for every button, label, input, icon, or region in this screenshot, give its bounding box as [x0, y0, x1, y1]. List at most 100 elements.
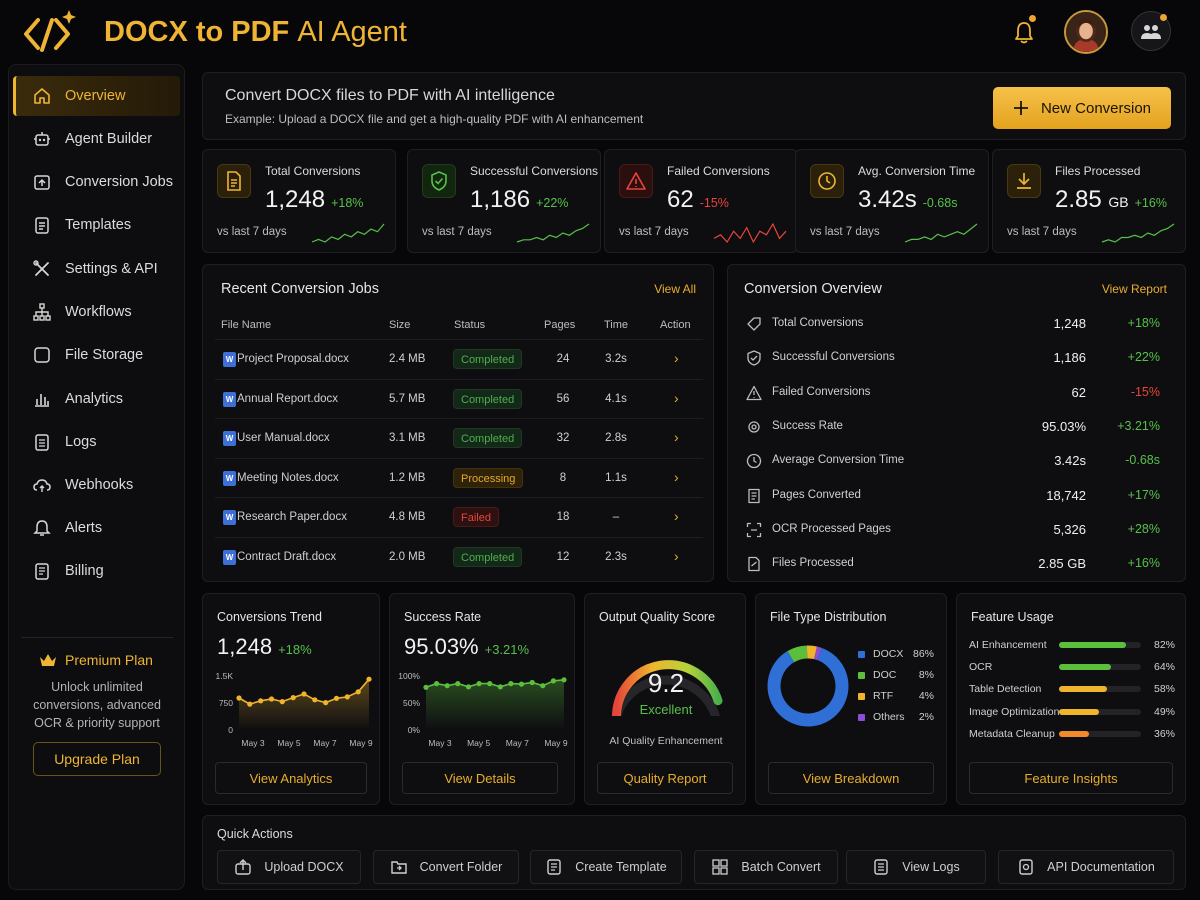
user-avatar[interactable]: [1064, 10, 1108, 54]
feature-bar-track: [1059, 664, 1141, 671]
folder-icon: [390, 858, 408, 876]
view-breakdown-button[interactable]: View Breakdown: [768, 762, 934, 794]
stat-sparkline: [1101, 223, 1175, 243]
team-users-icon[interactable]: [1131, 11, 1171, 51]
feature-percent: 36%: [1153, 727, 1175, 740]
view-logs-button[interactable]: View Logs: [846, 850, 986, 884]
sidebar-item-overview[interactable]: Overview: [13, 76, 180, 116]
data-point: [434, 681, 440, 687]
data-point: [487, 681, 493, 687]
sidebar-item-webhooks[interactable]: Webhooks: [13, 465, 180, 505]
view-details-button[interactable]: View Details: [402, 762, 558, 794]
feature-bar-track: [1059, 686, 1141, 693]
table-row[interactable]: W Contract Draft.docx 2.0 MB Completed 12 2.3…: [215, 536, 703, 576]
overview-change: +18%: [1127, 316, 1160, 330]
overview-change: +17%: [1127, 487, 1160, 502]
y-tick-label: 750: [219, 698, 233, 708]
ocr-scan-icon: [746, 522, 762, 537]
document-icon: [217, 164, 251, 198]
sidebar-item-logs[interactable]: Logs: [13, 422, 180, 462]
status-badge: Completed: [453, 428, 523, 448]
sidebar-item-templates[interactable]: Templates: [13, 205, 180, 245]
file-icon: [748, 556, 760, 572]
upgrade-plan-button[interactable]: Upgrade Plan: [33, 742, 161, 776]
legend-swatch: [858, 651, 865, 658]
page-count: 8: [559, 471, 567, 484]
notifications-bell-icon[interactable]: [1004, 12, 1044, 52]
y-tick-label: 0%: [408, 725, 421, 735]
legend-swatch: [858, 672, 865, 679]
trend-value: 1,248 +18%: [217, 634, 312, 660]
download-icon: [1007, 164, 1041, 198]
chevron-right-icon[interactable]: ›: [674, 429, 679, 445]
new-conversion-button[interactable]: New Conversion: [993, 87, 1171, 129]
sidebar-item-file-storage[interactable]: File Storage: [13, 335, 180, 375]
feature-insights-button[interactable]: Feature Insights: [969, 762, 1173, 794]
sidebar: Overview Agent Builder Conversion Jobs T…: [8, 64, 185, 890]
upload-docx-button[interactable]: Upload DOCX: [217, 850, 361, 884]
feature-usage-row: Metadata Cleanup 36%: [969, 727, 1175, 743]
data-point: [497, 684, 503, 690]
feature-usage-row: OCR 64%: [969, 660, 1175, 676]
premium-plan-description: Unlock unlimited conversions, advanced O…: [21, 678, 173, 732]
sidebar-item-label: Logs: [65, 434, 97, 450]
notification-dot: [1029, 15, 1036, 22]
data-point: [508, 681, 514, 687]
stat-subtext: vs last 7 days: [1007, 226, 1077, 238]
word-file-icon: W: [223, 352, 236, 367]
sidebar-item-agent-builder[interactable]: Agent Builder: [13, 119, 180, 159]
code-logo-icon: [22, 8, 78, 56]
create-template-button[interactable]: Create Template: [530, 850, 682, 884]
overview-row: Pages Converted 18,742 +17%: [740, 479, 1174, 513]
banner-title: Convert DOCX files to PDF with AI intell…: [225, 87, 555, 104]
overview-label: Files Processed: [772, 557, 854, 570]
quality-report-button[interactable]: Quality Report: [597, 762, 733, 794]
billing-icon: [31, 560, 53, 582]
legend-label: DOC: [873, 669, 897, 681]
table-row[interactable]: W Meeting Notes.docx 1.2 MB Processing 8 1.1s…: [215, 457, 703, 497]
sidebar-item-settings-api[interactable]: Settings & API: [13, 249, 180, 289]
chevron-right-icon[interactable]: ›: [674, 389, 679, 406]
data-point: [455, 681, 461, 687]
view-analytics-button[interactable]: View Analytics: [215, 762, 367, 794]
table-row[interactable]: W User Manual.docx 3.1 MB Completed 32 2.8s ›: [215, 418, 703, 457]
sidebar-item-alerts[interactable]: Alerts: [13, 508, 180, 548]
overview-label: Pages Converted: [772, 488, 861, 501]
data-point: [333, 695, 340, 701]
crown-icon: [39, 653, 57, 667]
template-icon: [545, 858, 563, 876]
batch-convert-button[interactable]: Batch Convert: [694, 850, 838, 884]
data-point: [518, 681, 525, 687]
overview-row: Average Conversion Time 3.42s -0.68s: [740, 444, 1174, 478]
x-tick-label: May 7: [313, 738, 336, 748]
sidebar-item-billing[interactable]: Billing: [13, 551, 180, 591]
view-report-link[interactable]: View Report: [1101, 282, 1167, 296]
shield-check-icon: [747, 350, 761, 366]
chevron-right-icon[interactable]: ›: [674, 350, 679, 366]
conversion-time: 1.1s: [605, 471, 627, 484]
column-header: Action: [660, 319, 691, 331]
sidebar-item-conversion-jobs[interactable]: Conversion Jobs: [13, 162, 180, 202]
chevron-right-icon[interactable]: ›: [674, 468, 679, 485]
overview-label: Total Conversions: [772, 317, 864, 329]
trend-change: +18%: [278, 642, 312, 657]
chevron-right-icon[interactable]: ›: [674, 508, 679, 524]
overview-row: Total Conversions 1,248 +18%: [740, 307, 1174, 341]
sidebar-item-workflows[interactable]: Workflows: [13, 292, 180, 332]
table-row[interactable]: W Annual Report.docx 5.7 MB Completed 56 4.1s…: [215, 378, 703, 418]
stat-subtext: vs last 7 days: [810, 226, 880, 238]
sidebar-item-analytics[interactable]: Analytics: [13, 379, 180, 419]
table-row[interactable]: W Research Paper.docx 4.8 MB Failed 18 – ›: [215, 497, 703, 536]
donut-slice: [767, 647, 849, 727]
convert-folder-button[interactable]: Convert Folder: [373, 850, 519, 884]
api-documentation-button[interactable]: API Documentation: [998, 850, 1174, 884]
sidebar-item-label: Templates: [65, 217, 132, 233]
overview-label: Average Conversion Time: [772, 454, 905, 467]
chevron-right-icon[interactable]: ›: [674, 547, 679, 564]
legend-swatch: [858, 714, 865, 721]
view-all-link[interactable]: View All: [654, 282, 696, 296]
table-row[interactable]: W Project Proposal.docx 2.4 MB Completed 24 3…: [215, 339, 703, 378]
overview-value: 3.42s: [1054, 453, 1086, 469]
success-number: 95.03%: [404, 634, 479, 659]
warning-icon: [619, 164, 653, 198]
